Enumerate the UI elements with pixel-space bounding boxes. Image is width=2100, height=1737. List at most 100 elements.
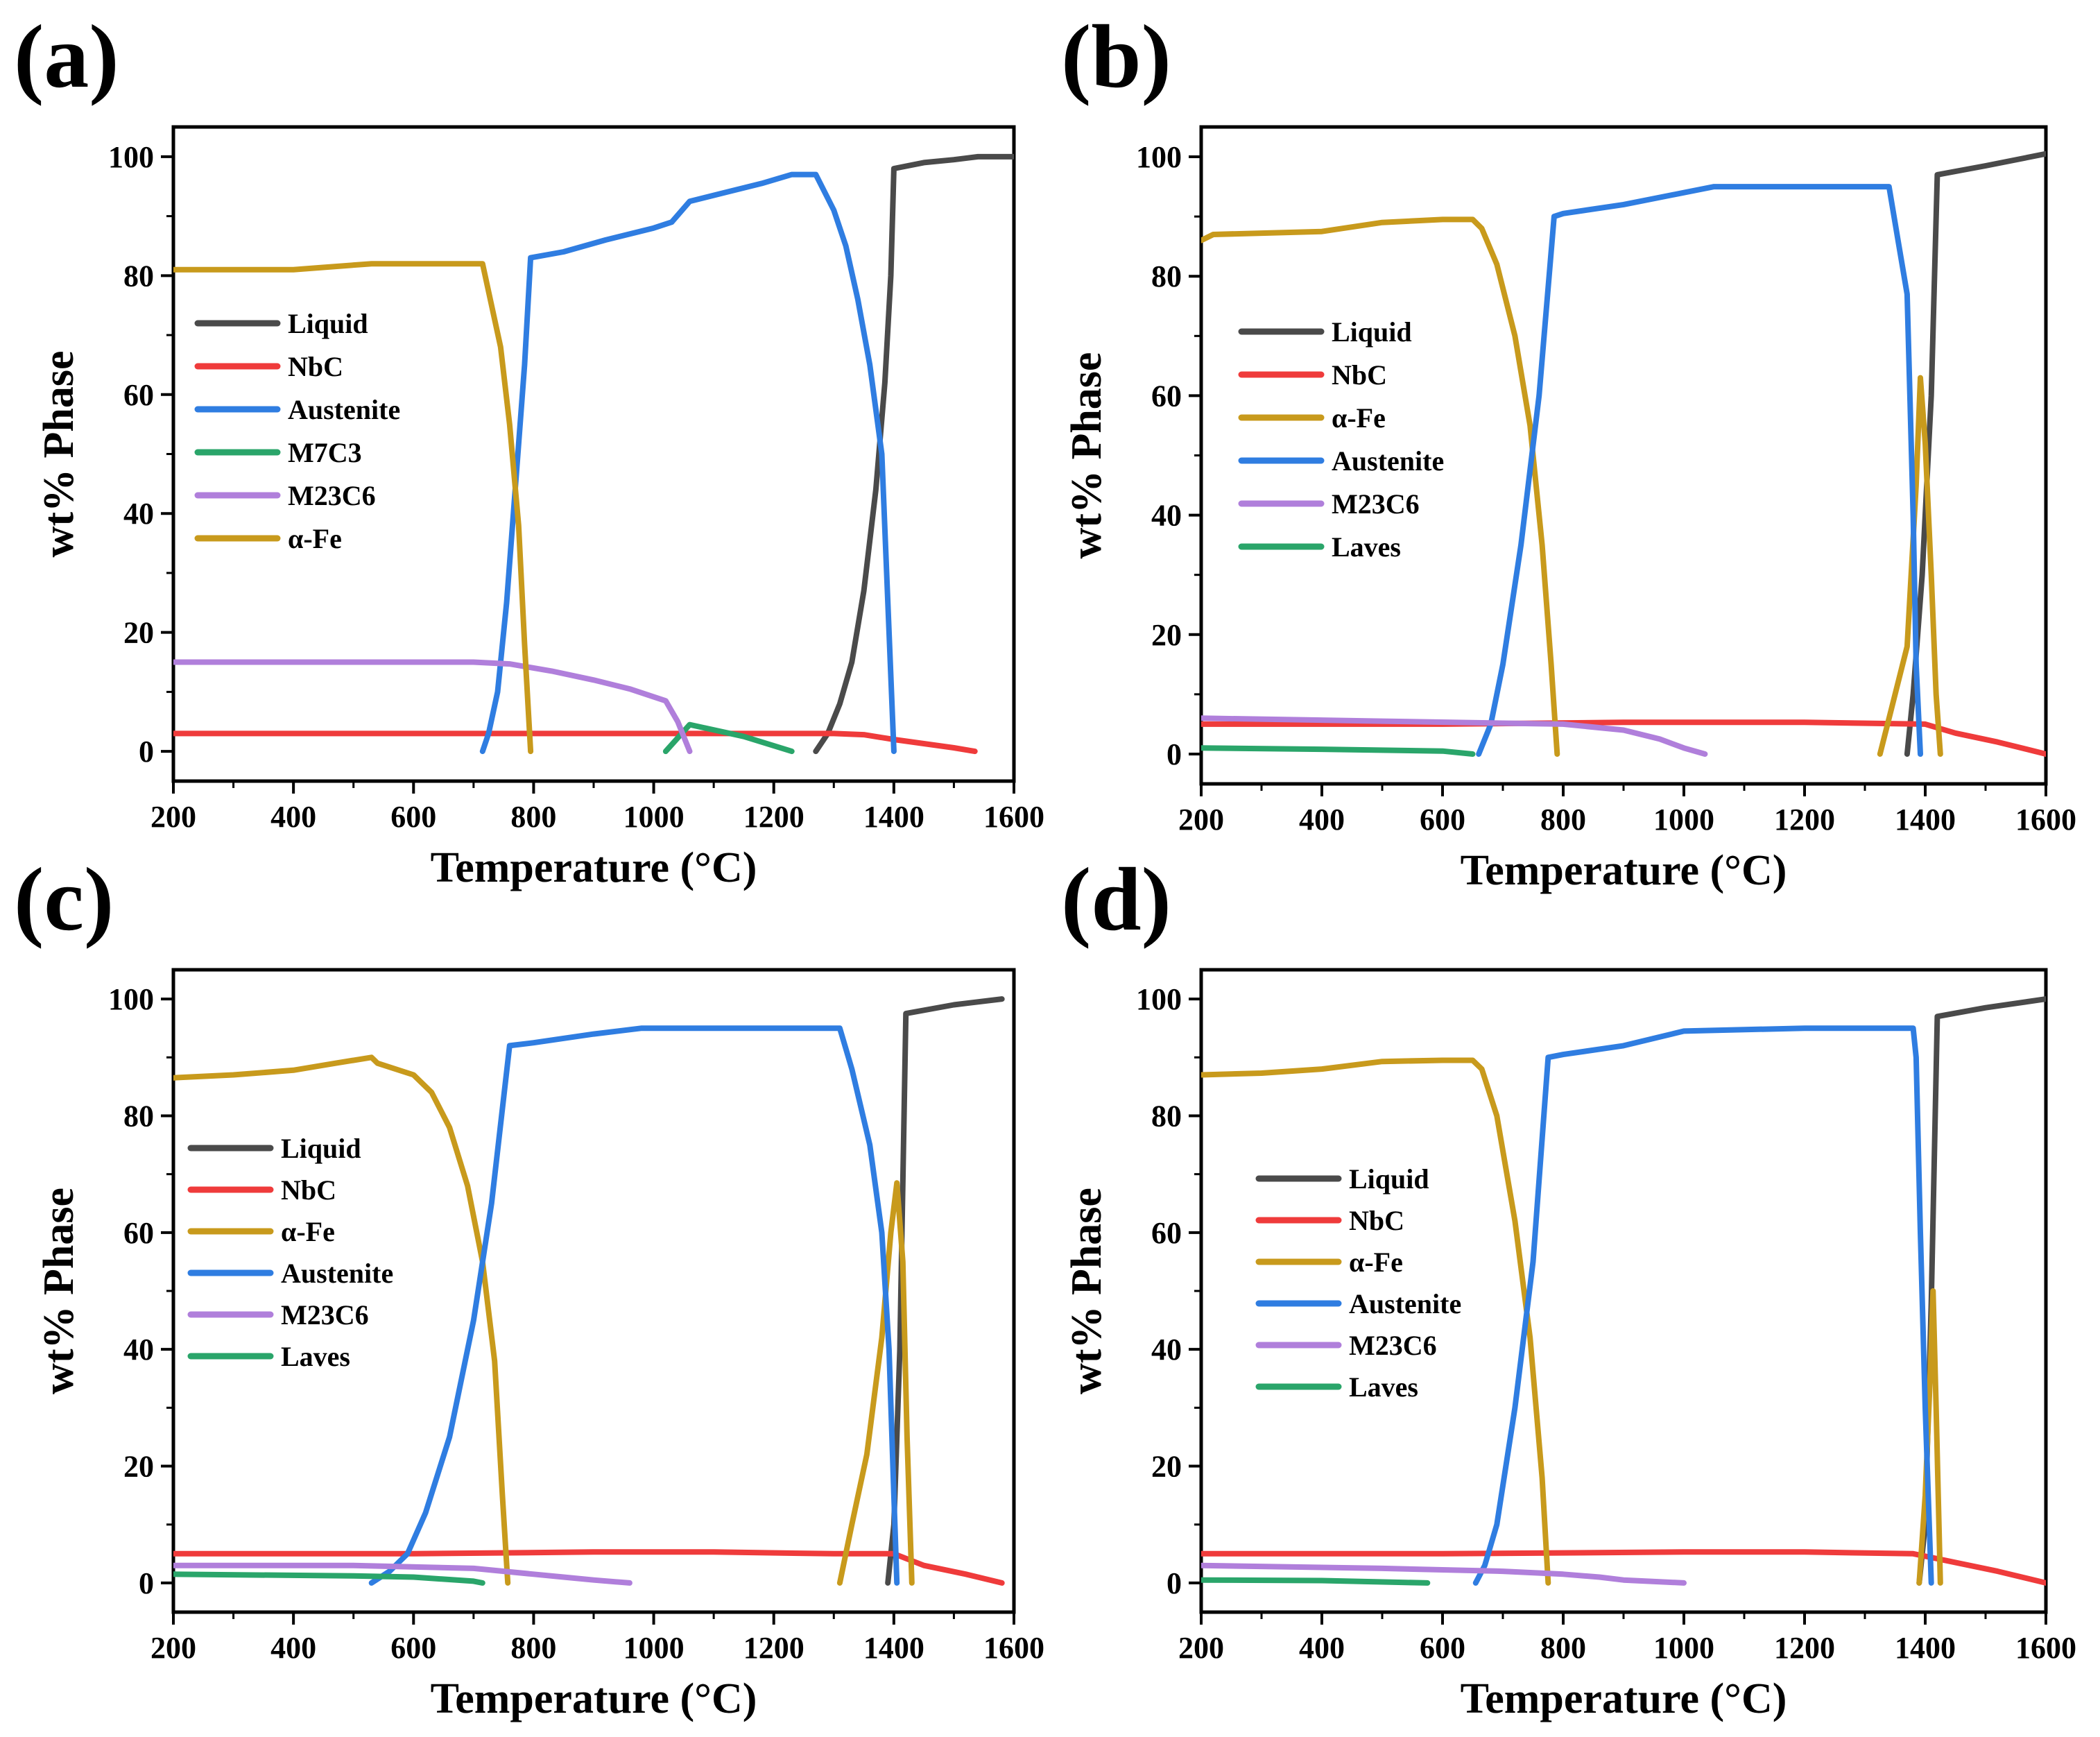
y-tick-label: 80 [123, 1099, 154, 1133]
panel-c: (c) 200 400 600 800 1000 1200 1400 1600 0 20 40 60 80… [14, 850, 1044, 1722]
x-tick-label: 1400 [1895, 803, 1956, 837]
series-group [173, 153, 1014, 755]
x-tick-label: 1400 [863, 800, 924, 834]
x-tick-label: 400 [1299, 803, 1345, 837]
y-tick-label: 20 [1151, 618, 1182, 652]
legend-label: Austenite [288, 394, 400, 425]
y-tick-label: 80 [1151, 259, 1182, 293]
legend-label: Austenite [1332, 445, 1444, 477]
series-group [173, 996, 1005, 1586]
x-tick-label: 800 [510, 800, 556, 834]
x-tick-label: 600 [390, 1631, 436, 1665]
y-tick-label: 60 [1151, 1216, 1182, 1250]
y-tick-label: 0 [139, 735, 154, 769]
legend-label: NbC [1332, 359, 1387, 391]
x-axis-title: Temperature (°C) [1461, 1675, 1787, 1722]
x-axis-title: Temperature (°C) [431, 1675, 757, 1722]
x-tick-label: 400 [1299, 1631, 1345, 1665]
series-line-m23c6 [173, 1562, 632, 1586]
series-line-laves [173, 1571, 485, 1586]
x-tick-label: 400 [270, 800, 316, 834]
x-tick-label: 200 [150, 1631, 196, 1665]
series-line-liquid [813, 153, 1014, 755]
x-tick-label: 600 [1420, 1631, 1465, 1665]
series-line-nbc [1201, 1549, 2046, 1586]
x-tick-label: 1200 [1774, 803, 1835, 837]
panel-b: (b) 200 400 600 800 1000 1200 1400 1600 0 20 40 60 80… [1061, 7, 2076, 894]
x-tick-label: 1200 [743, 1631, 804, 1665]
legend-label: NbC [281, 1174, 336, 1206]
x-tick-label: 1200 [1774, 1631, 1835, 1665]
legend-label: M23C6 [1349, 1330, 1437, 1361]
x-tick-label: 1400 [863, 1631, 924, 1665]
series-line-nbc [173, 730, 978, 755]
y-tick-label: 20 [1151, 1450, 1182, 1484]
legend-label: Laves [1332, 531, 1401, 563]
legend-label: M23C6 [281, 1299, 369, 1330]
legend-label: M23C6 [288, 480, 376, 511]
legend-label: Austenite [1349, 1288, 1461, 1319]
y-tick-label: 20 [123, 1450, 154, 1484]
series-line--fe [1916, 1288, 1943, 1586]
x-tick-label: 1600 [2015, 803, 2076, 837]
y-axis-title: wt% Phase [35, 1188, 83, 1394]
y-tick-label: 40 [123, 497, 154, 531]
panel-a: (a) 200 400 600 800 1000 1200 1400 1600 0 20 40 60 80… [14, 7, 1044, 891]
x-axis-title: Temperature (°C) [1461, 847, 1787, 894]
x-tick-label: 600 [390, 800, 436, 834]
x-tick-label: 1200 [743, 800, 804, 834]
legend-label: Laves [1349, 1371, 1418, 1403]
x-tick-label: 800 [510, 1631, 556, 1665]
y-tick-label: 80 [1151, 1099, 1182, 1133]
x-tick-label: 800 [1540, 803, 1586, 837]
legend-label: Liquid [288, 308, 368, 339]
legend-label: M23C6 [1332, 488, 1420, 520]
series-line-m23c6 [173, 659, 693, 755]
legend-label: Liquid [1349, 1163, 1429, 1195]
legend-label: Liquid [281, 1133, 361, 1164]
series-line-m23c6 [1201, 1562, 1687, 1586]
series-group [1201, 151, 2046, 757]
y-tick-label: 20 [123, 616, 154, 650]
series-line-laves [1201, 1577, 1431, 1586]
legend-label: NbC [288, 351, 343, 382]
x-tick-label: 600 [1420, 803, 1465, 837]
panel-label: (a) [14, 7, 119, 107]
y-tick-label: 0 [139, 1566, 154, 1600]
series-line-m7c3 [662, 721, 795, 755]
y-tick-label: 60 [123, 378, 154, 412]
series-line--fe [1201, 1057, 1551, 1586]
series-line-austenite [1476, 184, 1923, 757]
x-tick-label: 1000 [623, 800, 685, 834]
x-tick-label: 200 [1178, 1631, 1224, 1665]
y-tick-label: 40 [1151, 1333, 1182, 1367]
y-tick-label: 60 [1151, 379, 1182, 413]
y-tick-label: 0 [1167, 737, 1182, 771]
panel-d: (d) 200 400 600 800 1000 1200 1400 1600 0 20 40 60 80… [1061, 850, 2076, 1722]
series-line-liquid [1904, 151, 2046, 757]
series-line--fe [173, 261, 534, 755]
y-axis-title: wt% Phase [1063, 352, 1110, 559]
x-tick-label: 1000 [623, 1631, 685, 1665]
series-line-austenite [368, 1025, 900, 1586]
x-tick-label: 1600 [983, 800, 1044, 834]
series-line-austenite [479, 171, 897, 755]
x-tick-label: 1600 [2015, 1631, 2076, 1665]
series-line--fe [1201, 216, 1560, 757]
y-tick-label: 0 [1167, 1566, 1182, 1600]
y-tick-label: 100 [1136, 982, 1182, 1016]
panel-label: (b) [1061, 7, 1171, 107]
x-tick-label: 800 [1540, 1631, 1586, 1665]
series-line--fe [836, 1180, 915, 1586]
series-line-m23c6 [1201, 715, 1708, 757]
x-tick-label: 400 [270, 1631, 316, 1665]
panel-label: (c) [14, 850, 114, 950]
y-tick-label: 100 [1136, 140, 1182, 174]
legend-label: Laves [281, 1341, 350, 1372]
series-group [1201, 996, 2046, 1586]
legend-label: M7C3 [288, 437, 362, 468]
legend-label: α-Fe [281, 1216, 335, 1247]
series-line--fe [1877, 375, 1943, 757]
series-line-austenite [1472, 1025, 1934, 1586]
